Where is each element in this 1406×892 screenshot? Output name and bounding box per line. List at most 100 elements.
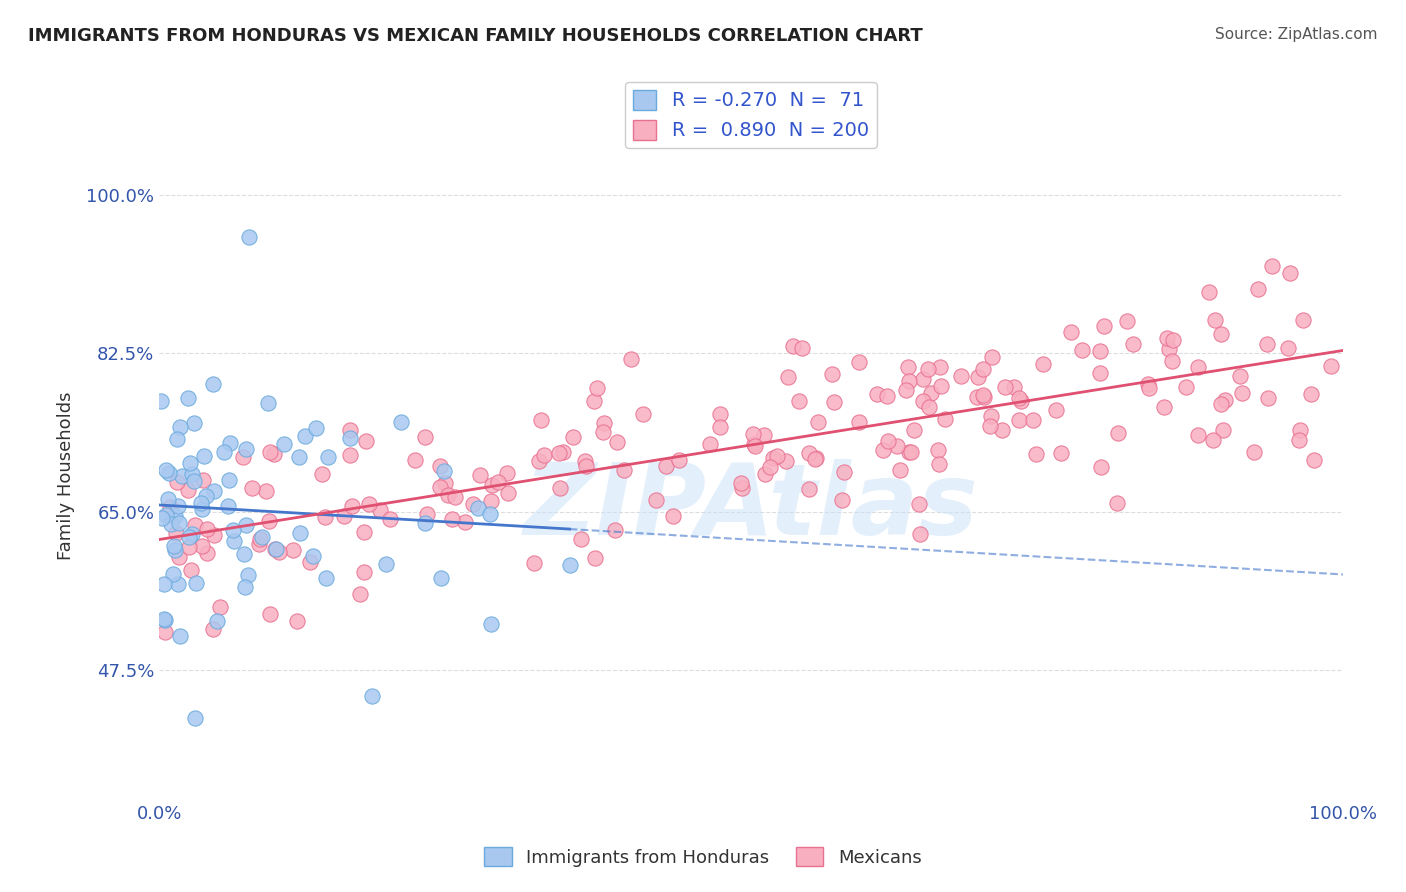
- Point: [169, 629, 191, 643]
- Point: [866, 387, 889, 401]
- Point: [194, 489, 217, 503]
- Point: [1107, 425, 1129, 440]
- Point: [1010, 394, 1032, 409]
- Point: [655, 459, 678, 474]
- Point: [183, 711, 205, 725]
- Point: [155, 508, 177, 522]
- Point: [1213, 392, 1236, 407]
- Point: [218, 436, 240, 450]
- Point: [1230, 385, 1253, 400]
- Point: [896, 383, 918, 397]
- Point: [413, 430, 436, 444]
- Point: [934, 412, 956, 426]
- Point: [917, 400, 939, 414]
- Point: [1090, 343, 1112, 358]
- Point: [314, 509, 336, 524]
- Point: [807, 415, 830, 429]
- Point: [353, 566, 375, 580]
- Point: [620, 352, 643, 367]
- Point: [917, 362, 939, 376]
- Point: [404, 453, 426, 467]
- Point: [222, 534, 245, 549]
- Point: [1278, 266, 1301, 280]
- Point: [972, 387, 994, 401]
- Point: [912, 393, 935, 408]
- Point: [574, 458, 596, 473]
- Point: [1007, 413, 1029, 427]
- Point: [709, 408, 731, 422]
- Point: [236, 568, 259, 582]
- Point: [444, 490, 467, 504]
- Point: [264, 542, 287, 557]
- Point: [298, 555, 321, 569]
- Point: [186, 576, 208, 591]
- Point: [167, 516, 190, 531]
- Point: [222, 523, 245, 537]
- Point: [311, 467, 333, 482]
- Point: [179, 530, 201, 544]
- Point: [233, 547, 256, 561]
- Point: [832, 465, 855, 479]
- Point: [159, 500, 181, 514]
- Point: [180, 467, 202, 482]
- Point: [165, 542, 187, 557]
- Point: [661, 508, 683, 523]
- Point: [1277, 341, 1299, 355]
- Point: [1303, 453, 1326, 467]
- Point: [416, 507, 439, 521]
- Point: [413, 516, 436, 530]
- Point: [202, 484, 225, 499]
- Point: [434, 476, 457, 491]
- Point: [179, 456, 201, 470]
- Point: [967, 370, 990, 384]
- Point: [606, 435, 628, 450]
- Text: ZIPAtlas: ZIPAtlas: [523, 459, 979, 557]
- Point: [461, 497, 484, 511]
- Point: [254, 484, 277, 499]
- Point: [495, 466, 517, 480]
- Point: [797, 446, 820, 460]
- Point: [848, 355, 870, 369]
- Point: [153, 625, 176, 640]
- Point: [361, 689, 384, 703]
- Point: [247, 536, 270, 550]
- Point: [1212, 423, 1234, 437]
- Text: Source: ZipAtlas.com: Source: ZipAtlas.com: [1215, 27, 1378, 42]
- Point: [569, 532, 592, 546]
- Point: [787, 393, 810, 408]
- Point: [592, 416, 614, 430]
- Point: [429, 479, 451, 493]
- Point: [162, 566, 184, 581]
- Point: [232, 450, 254, 464]
- Point: [259, 607, 281, 621]
- Point: [183, 416, 205, 430]
- Point: [903, 423, 925, 437]
- Point: [754, 467, 776, 482]
- Point: [782, 339, 804, 353]
- Point: [1202, 433, 1225, 447]
- Point: [533, 448, 555, 462]
- Point: [1160, 353, 1182, 368]
- Point: [429, 571, 451, 585]
- Point: [558, 558, 581, 572]
- Point: [730, 476, 752, 491]
- Point: [775, 454, 797, 468]
- Point: [744, 439, 766, 453]
- Point: [429, 459, 451, 474]
- Point: [150, 393, 173, 408]
- Point: [433, 464, 456, 478]
- Point: [1032, 357, 1054, 371]
- Point: [1008, 392, 1031, 406]
- Point: [561, 430, 583, 444]
- Point: [467, 501, 489, 516]
- Point: [929, 359, 952, 374]
- Point: [375, 557, 398, 571]
- Point: [886, 439, 908, 453]
- Point: [339, 423, 361, 437]
- Point: [583, 394, 606, 409]
- Point: [889, 463, 911, 477]
- Point: [333, 508, 356, 523]
- Point: [1174, 380, 1197, 394]
- Point: [966, 391, 988, 405]
- Point: [928, 457, 950, 471]
